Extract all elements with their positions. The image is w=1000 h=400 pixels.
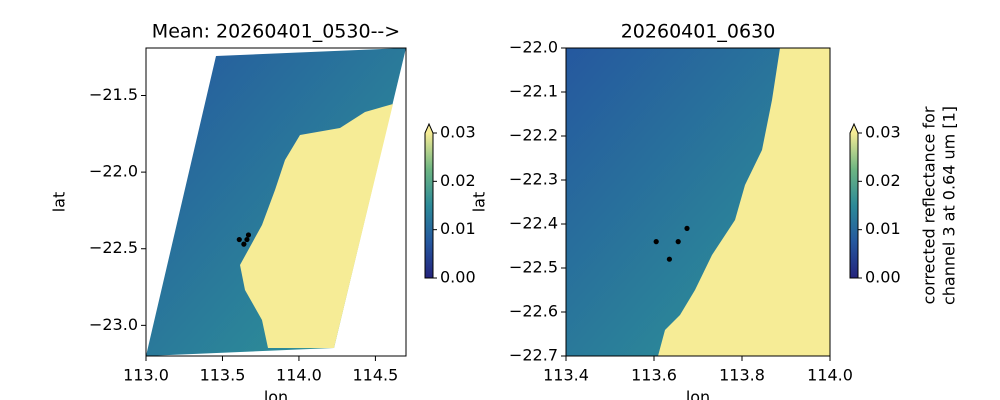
colorbar-frame [424,122,434,279]
y-axis-label: lat [50,192,69,213]
x-tick-label: 114.5 [353,366,399,385]
y-tick-label: −21.5 [89,85,138,104]
point [666,256,673,262]
axes-frame [565,47,831,357]
point [653,239,659,245]
y-tick-label: −22.5 [89,238,138,257]
colorbar [425,133,433,278]
x-tick-label: 114.0 [807,366,853,385]
chart-title: 20260401_0630 [621,21,776,43]
y-tick-label: −22.1 [509,82,558,101]
point [236,236,242,243]
x-axis-label: lon [686,388,710,400]
y-tick-label: −22.7 [509,346,558,365]
colorbar-tick-label: 0.01 [440,219,476,238]
y-tick-label: −22.0 [509,38,558,57]
colorbar-extension [850,124,858,133]
point [675,239,681,245]
y-tick-label: −22.4 [509,214,558,233]
x-tick-label: 113.6 [631,366,677,385]
point [245,232,252,238]
y-tick-label: −22.5 [509,258,558,277]
chart-title: Mean: 20260401_0530--> [152,21,400,43]
point [684,225,690,231]
colorbar-tick-label: 0.02 [865,171,901,190]
colorbar [850,133,858,278]
x-tick-label: 113.0 [123,366,169,385]
x-tick-label: 114.0 [276,366,322,385]
colorbar-tick-label: 0.03 [440,123,476,142]
colorbar-label: corrected reflectance for [920,106,939,304]
colorbar-tick-label: 0.01 [865,219,901,238]
colorbar-tick-label: 0.00 [865,268,901,287]
x-tick-label: 113.4 [543,366,589,385]
y-tick-label: −22.3 [509,170,558,189]
land-raster [658,48,830,356]
x-tick-label: 113.8 [719,366,765,385]
colorbar-frame [849,122,859,279]
y-tick-label: −22.6 [509,302,558,321]
x-axis-label: lon [264,388,288,400]
colorbar-label: channel 3 at 0.64 um [1] [940,106,959,305]
colorbar-tick-label: 0.03 [865,123,901,142]
x-tick-label: 113.5 [200,366,246,385]
y-axis-label: lat [470,192,489,213]
colorbar-tick-label: 0.02 [440,171,476,190]
y-tick-label: −22.0 [89,162,138,181]
colorbar-tick-label: 0.00 [440,268,476,287]
point [241,241,247,247]
y-tick-label: −22.2 [509,126,558,145]
land-raster [240,104,393,348]
y-tick-label: −23.0 [89,315,138,334]
point [244,236,250,243]
colorbar-extension [425,124,433,133]
axes-frame [145,47,407,357]
